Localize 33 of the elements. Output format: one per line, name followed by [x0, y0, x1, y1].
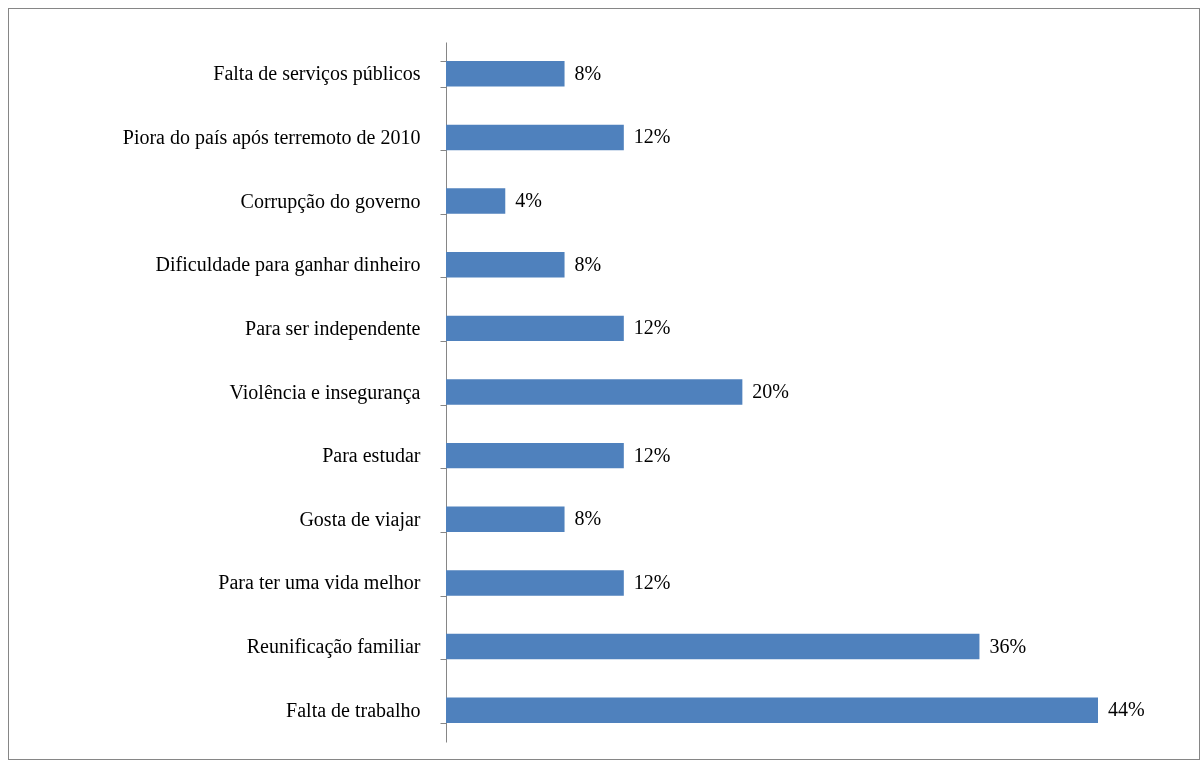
y-tick-label: Violência e insegurança	[229, 380, 421, 404]
bar	[446, 442, 624, 469]
y-tick-label: Para ser independente	[245, 316, 421, 340]
bar	[446, 379, 743, 405]
bar	[446, 61, 565, 87]
data-label: 12%	[633, 443, 671, 466]
data-label: 8%	[574, 61, 602, 84]
bar	[446, 506, 565, 532]
data-label: 36%	[989, 634, 1027, 657]
data-label: 12%	[633, 125, 671, 148]
y-tick-label: Falta de trabalho	[286, 698, 421, 721]
y-tick-label: Gosta de viajar	[299, 507, 421, 531]
bar	[446, 570, 624, 596]
data-label: 44%	[1108, 698, 1145, 721]
bar	[446, 697, 1098, 723]
data-label: 4%	[515, 189, 542, 212]
y-tick-label: Piora do país após terremoto de 2010	[122, 125, 421, 149]
bar	[446, 124, 624, 151]
data-label: 8%	[574, 507, 602, 530]
data-label: 12%	[633, 316, 671, 339]
y-tick-label: Falta de serviços públicos	[213, 62, 421, 86]
y-tick-label: Para ter uma vida melhor	[218, 571, 421, 594]
data-label: 8%	[574, 252, 602, 275]
data-label: 20%	[752, 380, 790, 402]
bar	[446, 633, 980, 660]
y-tick-label: Corrupção do governo	[240, 189, 421, 213]
y-tick-label: Reunificação familiar	[246, 635, 421, 659]
bar	[446, 188, 506, 214]
y-tick-label: Dificuldade para ganhar dinheiro	[155, 253, 421, 277]
bar	[446, 315, 624, 342]
bar	[446, 252, 565, 278]
y-tick-label: Para estudar	[322, 444, 421, 467]
data-label: 12%	[633, 570, 671, 593]
